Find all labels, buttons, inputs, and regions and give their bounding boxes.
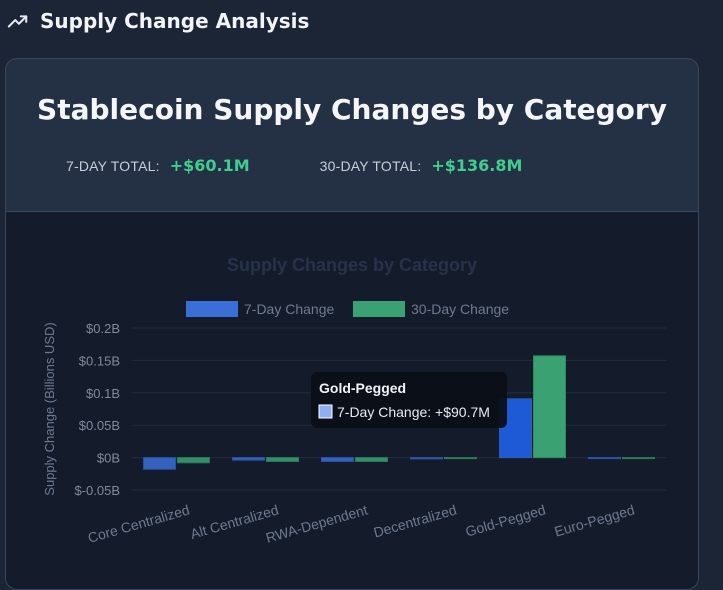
total-30day-label: 30-DAY TOTAL: <box>319 158 422 174</box>
x-tick-label: Gold-Pegged <box>464 502 548 540</box>
chart-card: Stablecoin Supply Changes by Category 7-… <box>5 58 699 590</box>
section-header: Supply Change Analysis <box>6 6 309 36</box>
total-7day: 7-DAY TOTAL: +$60.1M <box>66 156 250 175</box>
x-tick-label: Core Centralized <box>86 502 191 546</box>
legend-label-0: 7-Day Change <box>244 301 334 317</box>
bar-1-1 <box>266 457 299 462</box>
legend-swatch-1 <box>353 301 405 317</box>
y-tick-label: $0.05B <box>79 418 120 433</box>
bar-0-3 <box>410 457 443 460</box>
trending-up-icon <box>6 9 30 33</box>
tooltip-swatch <box>318 404 333 419</box>
bar-1-3 <box>444 457 477 460</box>
y-tick-label: $0.2B <box>86 321 120 336</box>
tooltip-box <box>311 372 507 428</box>
total-7day-label: 7-DAY TOTAL: <box>66 158 160 174</box>
bar-chart: Supply Changes by Category 7-Day Change 30… <box>42 255 666 546</box>
section-title: Supply Change Analysis <box>40 9 310 33</box>
tooltip-text: 7-Day Change: +$90.7M <box>337 404 490 420</box>
y-tick-label: $-0.05B <box>74 483 120 498</box>
totals-row: 7-DAY TOTAL: +$60.1M 30-DAY TOTAL: +$136… <box>66 156 592 175</box>
x-tick-label: Euro-Pegged <box>553 502 637 540</box>
chart-title: Supply Changes by Category <box>227 255 477 275</box>
card-header: Stablecoin Supply Changes by Category 7-… <box>6 59 698 212</box>
bar-1-2 <box>355 457 388 462</box>
legend-swatch-0 <box>186 301 238 317</box>
card-title: Stablecoin Supply Changes by Category <box>37 93 667 126</box>
legend-label-1: 30-Day Change <box>411 301 509 317</box>
bar-1-5 <box>622 457 655 460</box>
y-tick-label: $0B <box>97 451 120 466</box>
y-tick-label: $0.15B <box>79 353 120 368</box>
bar-1-0 <box>177 457 210 464</box>
total-30day-value: +$136.8M <box>431 156 523 175</box>
y-axis-label: Supply Change (Billions USD) <box>42 322 57 495</box>
bar-0-1 <box>232 457 265 461</box>
bar-1-4 <box>533 355 566 459</box>
y-tick-label: $0.1B <box>86 386 120 401</box>
tooltip-title: Gold-Pegged <box>319 380 406 396</box>
total-7day-value: +$60.1M <box>169 156 250 175</box>
total-30day: 30-DAY TOTAL: +$136.8M <box>320 156 523 175</box>
bar-0-2 <box>321 457 354 462</box>
bar-0-0 <box>143 457 176 470</box>
chart-area: Supply Changes by Category 7-Day Change 30… <box>6 212 698 589</box>
x-tick-label: RWA-Dependent <box>264 501 370 545</box>
bar-0-5 <box>588 457 621 460</box>
x-tick-label: Decentralized <box>372 502 459 541</box>
